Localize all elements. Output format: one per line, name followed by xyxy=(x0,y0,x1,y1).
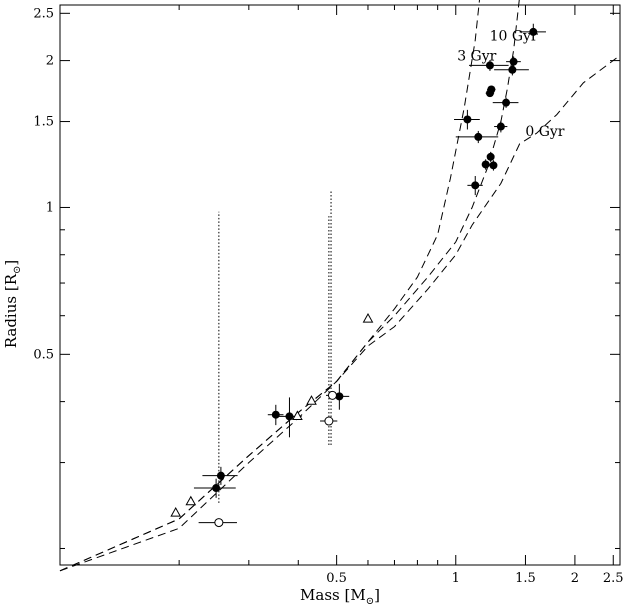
filled-circle-point xyxy=(508,65,517,74)
y-tick-label: 2 xyxy=(46,54,54,69)
y-tick-label: 2.5 xyxy=(33,6,54,21)
data-points xyxy=(170,23,546,528)
isochrone-label: 0 Gyr xyxy=(525,124,564,140)
filled-circle-point xyxy=(481,160,490,169)
open-triangle-point xyxy=(292,410,303,420)
y-tick-label: 0.5 xyxy=(33,347,54,362)
tick-labels: 0.5 1 1.5 2 2.5 0.5 1 1.5 2 2.5 xyxy=(33,6,623,586)
x-axis-label-sub: ⊙ xyxy=(366,596,374,607)
y-tick-label: 1 xyxy=(46,200,54,215)
open-triangle-point xyxy=(170,506,182,517)
x-axis-label: Mass [M⊙] xyxy=(300,586,380,607)
filled-circle-point xyxy=(271,410,280,419)
open-triangle-point xyxy=(362,312,374,323)
isochrone-line xyxy=(59,0,480,572)
x-tick-label: 0.5 xyxy=(326,571,347,586)
filled-circle-point xyxy=(216,471,225,480)
y-axis-label-end: ] xyxy=(2,260,20,266)
filled-circle-point xyxy=(471,181,480,190)
filled-circle-point xyxy=(485,89,494,98)
plot-frame xyxy=(59,4,621,566)
open-circle-point xyxy=(327,390,337,400)
open-triangle-point xyxy=(185,495,197,506)
filled-circle-point xyxy=(486,152,495,161)
filled-circle-point xyxy=(285,412,294,421)
dotted-lines xyxy=(218,191,332,503)
y-axis-label: Radius [R⊙] xyxy=(2,260,23,349)
filled-circle-point xyxy=(485,61,494,70)
filled-circle-point xyxy=(502,98,511,107)
x-axis-label-end: ] xyxy=(374,586,380,604)
filled-circle-point xyxy=(335,392,344,401)
x-tick-label: 1 xyxy=(452,571,460,586)
y-axis-label-text: Radius [R xyxy=(2,273,20,348)
y-tick-label: 1.5 xyxy=(33,115,54,130)
isochrone-label: 3 Gyr xyxy=(457,49,496,65)
filled-circle-point xyxy=(463,115,472,124)
open-circle-point xyxy=(324,416,334,426)
x-tick-label: 1.5 xyxy=(515,571,536,586)
filled-circle-point xyxy=(474,132,483,141)
filled-circle-point xyxy=(489,161,498,170)
x-tick-label: 2.5 xyxy=(603,571,623,586)
isochrone-line xyxy=(59,0,520,572)
filled-circle-point xyxy=(212,484,221,493)
filled-circle-point xyxy=(509,57,518,66)
filled-circle-point xyxy=(496,122,505,131)
x-tick-label: 2 xyxy=(571,571,579,586)
open-triangle-point xyxy=(306,395,317,405)
y-axis-label-sub: ⊙ xyxy=(12,266,23,274)
open-circle-point xyxy=(214,518,224,528)
filled-circle-point xyxy=(529,27,538,36)
isochrone-line xyxy=(59,54,621,572)
ticks xyxy=(59,5,620,565)
x-axis-label-text: Mass [M xyxy=(300,586,366,604)
